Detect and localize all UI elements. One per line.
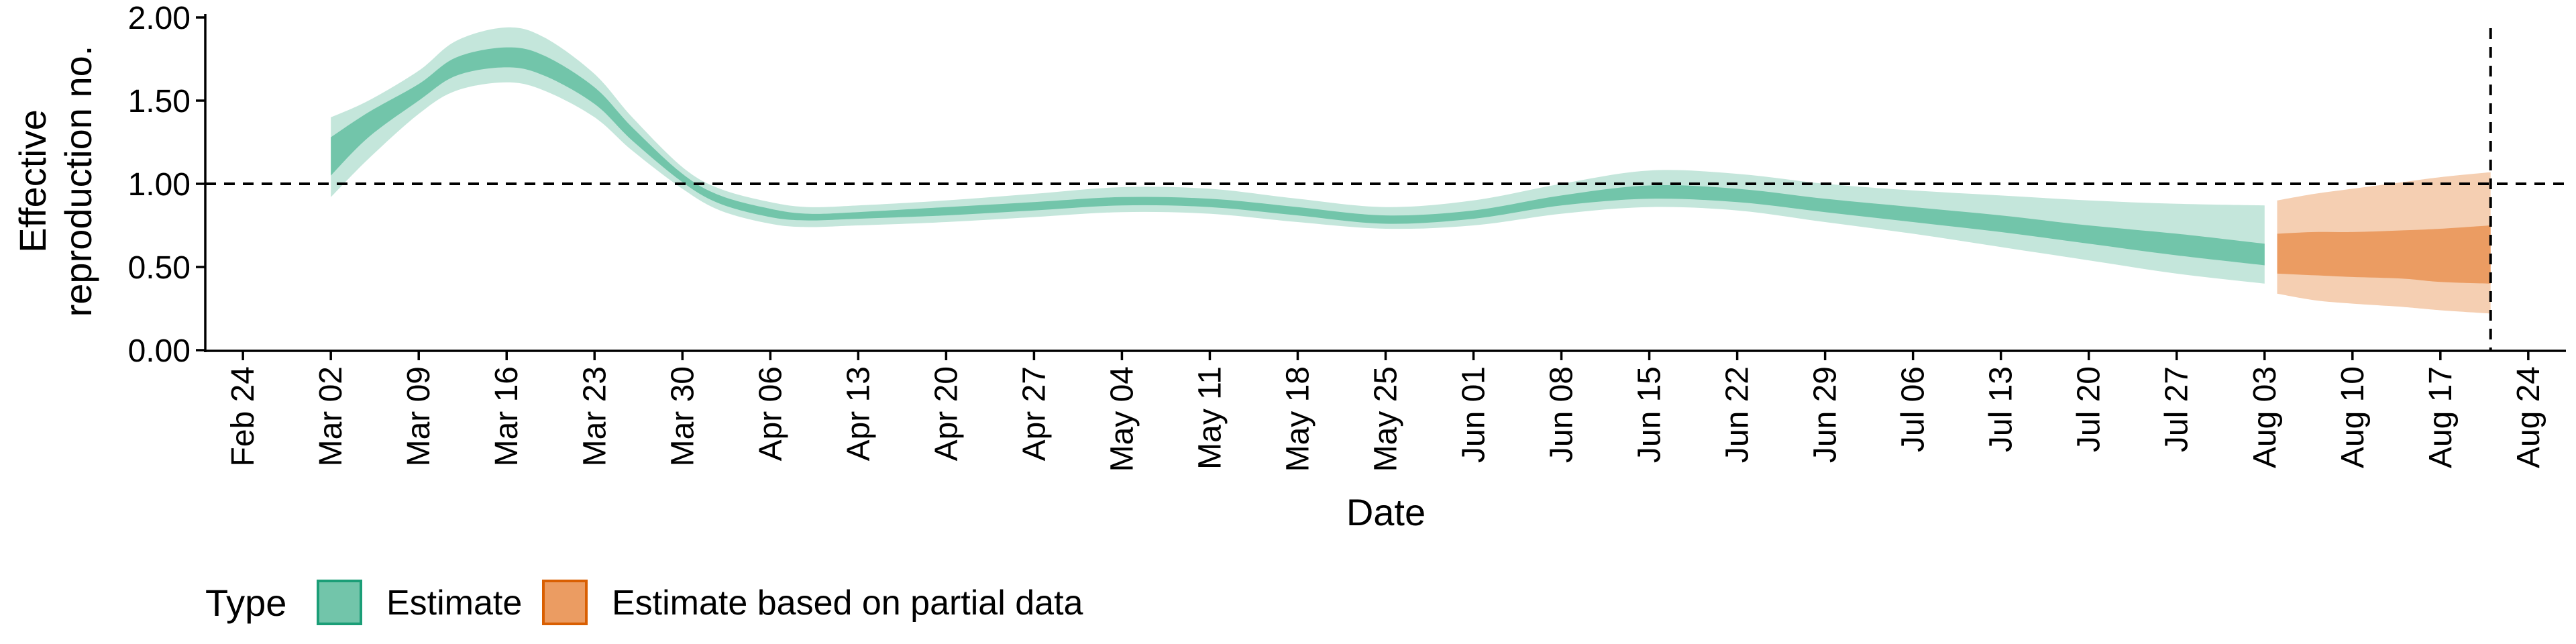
- y-axis-title-line-2: reproduction no.: [57, 46, 99, 317]
- x-tick-label: Jun 22: [1720, 366, 1756, 463]
- x-tick-label: Jun 08: [1544, 366, 1580, 463]
- x-tick-label: Jun 15: [1632, 366, 1668, 463]
- axis-titles: Effective reproduction no. Date: [11, 46, 1426, 533]
- x-tick-label: Jun 01: [1456, 366, 1492, 463]
- y-tick-label: 1.00: [128, 167, 191, 203]
- x-tick-label: Jul 20: [2072, 366, 2107, 452]
- x-tick-label: Apr 06: [753, 366, 788, 461]
- x-tick-label: Mar 23: [577, 366, 612, 466]
- ribbon-90-estimate: [331, 27, 2265, 284]
- x-tick-label: Mar 02: [313, 366, 349, 466]
- legend: Type Estimate Estimate based on partial da…: [205, 580, 1083, 625]
- x-tick-label: Jun 29: [1808, 366, 1843, 463]
- x-tick-label: May 18: [1281, 366, 1316, 472]
- y-axis-title-line-1: Effective: [11, 109, 54, 253]
- x-tick-label: Aug 17: [2423, 366, 2459, 468]
- y-tick-label: 1.50: [128, 84, 191, 119]
- legend-key-2: [542, 580, 588, 625]
- x-tick-label: May 04: [1104, 366, 1140, 472]
- x-axis-title: Date: [1346, 491, 1426, 533]
- ribbon-50-estimate-based-on-partial-data: [2277, 225, 2491, 284]
- y-tick-label: 0.00: [128, 333, 191, 369]
- x-tick-label: Aug 10: [2335, 366, 2371, 468]
- x-tick-label: Aug 24: [2511, 366, 2546, 468]
- x-tick-label: Jul 06: [1896, 366, 1931, 452]
- x-tick-label: Jul 13: [1984, 366, 2019, 452]
- x-tick-label: Aug 03: [2247, 366, 2283, 468]
- y-tick-label: 2.00: [128, 1, 191, 36]
- x-tick-label: Apr 20: [928, 366, 964, 461]
- x-tick-label: Mar 09: [401, 366, 437, 466]
- x-tick-label: Mar 30: [665, 366, 700, 466]
- legend-key-1: [317, 580, 362, 625]
- axes: 0.00 0.50 1.00 1.50 2.00 Feb 24 Mar 02 Mar 09 Ma…: [128, 1, 2566, 472]
- x-tick-label: May 11: [1192, 366, 1228, 470]
- x-tick-label: Apr 13: [841, 366, 876, 461]
- legend-label-1: Estimate: [386, 584, 522, 623]
- x-tick-label: Jul 27: [2159, 366, 2195, 452]
- x-tick-label: Feb 24: [225, 366, 261, 466]
- reference-lines: [205, 28, 2566, 350]
- x-tick-label: Mar 16: [489, 366, 525, 466]
- x-tick-label: May 25: [1368, 366, 1404, 472]
- legend-title: Type: [205, 582, 286, 624]
- y-tick-label: 0.50: [128, 250, 191, 286]
- legend-label-2: Estimate based on partial data: [612, 584, 1083, 623]
- ribbon-layer: [331, 27, 2491, 314]
- x-tick-label: Apr 27: [1016, 366, 1052, 461]
